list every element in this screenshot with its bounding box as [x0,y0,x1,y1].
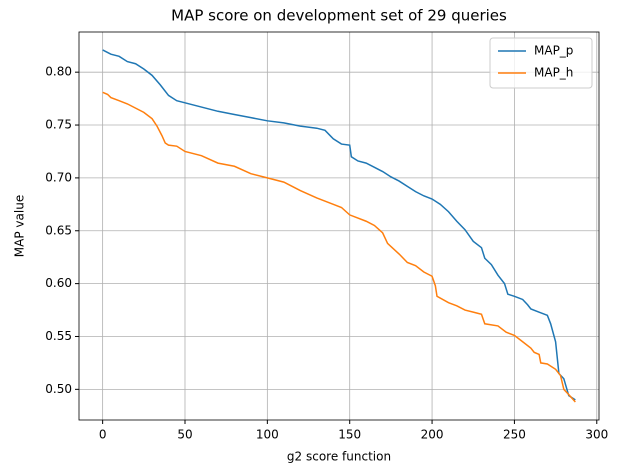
x-tick-label: 0 [99,428,107,442]
x-tick-label: 150 [338,428,361,442]
x-tick-label: 300 [585,428,608,442]
x-tick-label: 250 [503,428,526,442]
legend-label: MAP_h [534,66,573,80]
x-tick-label: 50 [177,428,192,442]
y-tick-label: 0.50 [45,382,72,396]
data-line [102,49,576,401]
y-tick-label: 0.65 [45,223,72,237]
y-tick-label: 0.55 [45,329,72,343]
data-line [102,91,576,403]
y-tick-label: 0.60 [45,276,72,290]
legend-label: MAP_p [534,44,573,58]
x-tick-label: 100 [256,428,279,442]
y-tick-label: 0.75 [45,118,72,132]
y-tick-label: 0.70 [45,170,72,184]
x-axis-label: g2 score function [287,450,391,464]
chart-title: MAP score on development set of 29 queri… [171,7,507,25]
y-axis-label: MAP value [13,195,27,257]
plot-frame [78,31,600,421]
y-tick-label: 0.80 [45,65,72,79]
x-tick-label: 200 [421,428,444,442]
